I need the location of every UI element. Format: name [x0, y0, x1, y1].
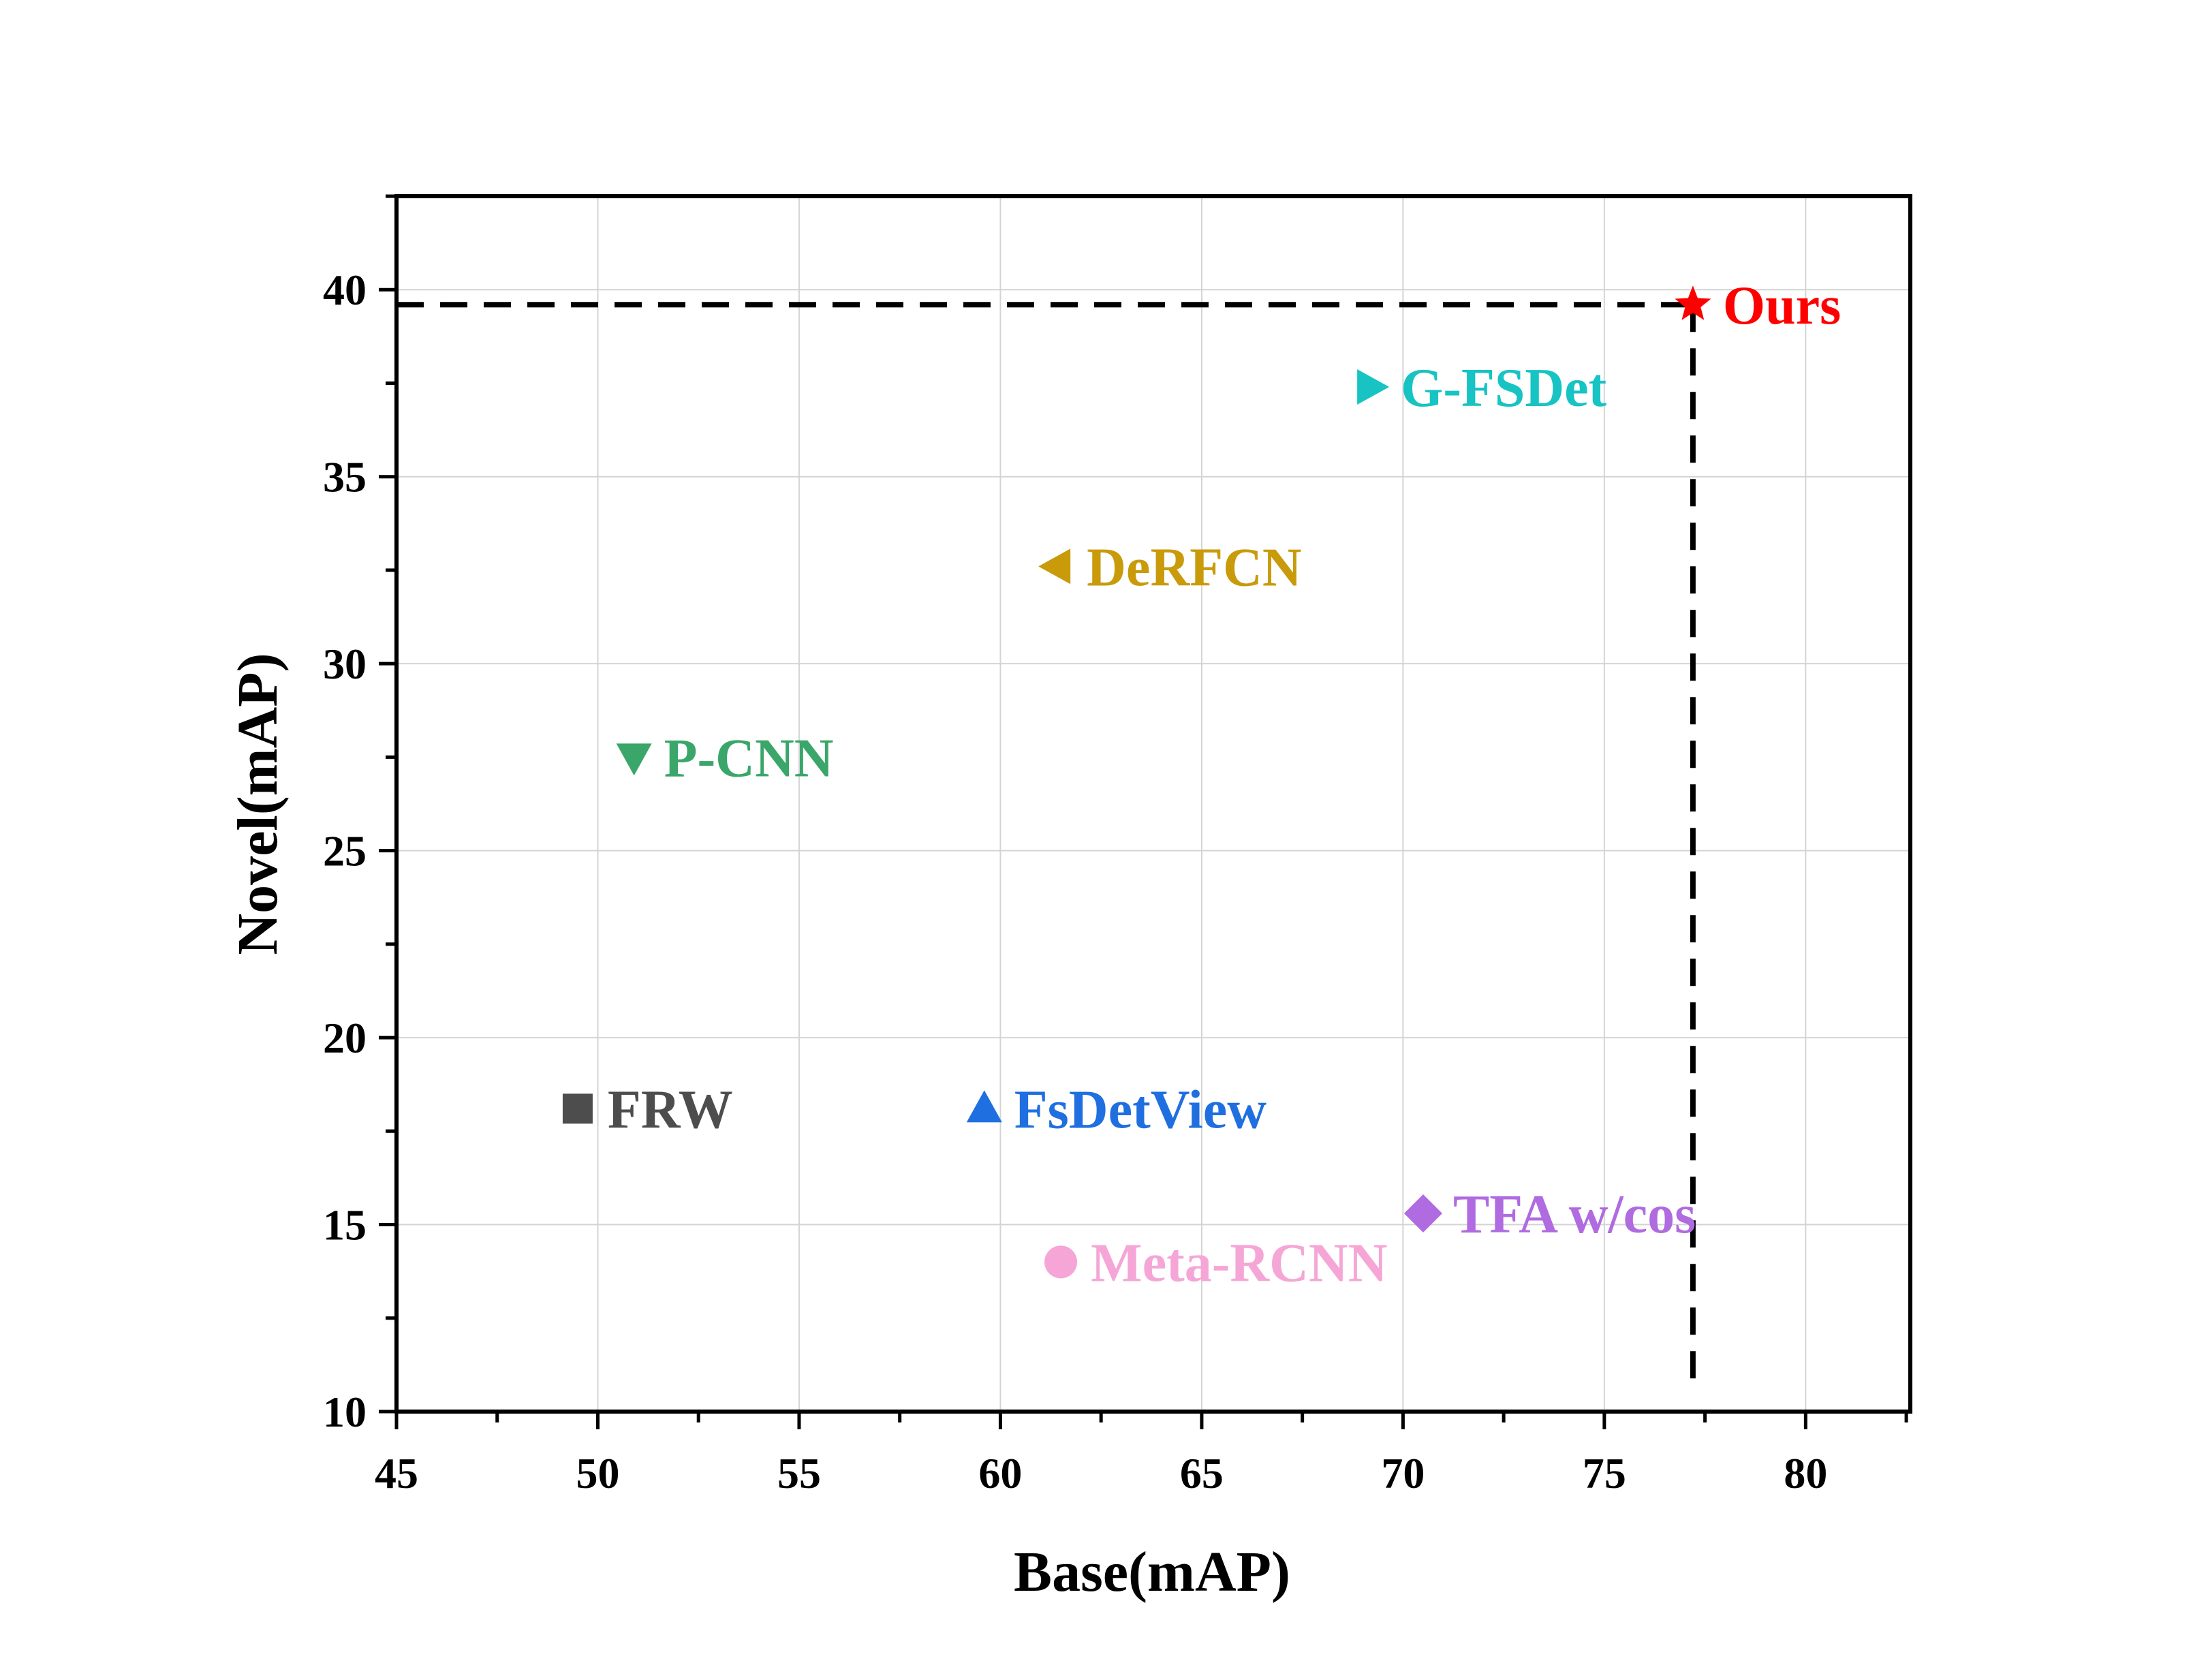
- y-tick-label: 35: [323, 453, 367, 501]
- marker-star: [1675, 285, 1711, 320]
- point-label: G-FSDet: [1401, 358, 1607, 418]
- y-tick-label: 10: [323, 1388, 367, 1436]
- data-point: Ours: [1675, 276, 1841, 336]
- marker-triangle-left: [1038, 548, 1071, 585]
- reference-lines: [397, 302, 1696, 1383]
- data-point: P-CNN: [616, 728, 834, 788]
- point-label: FRW: [608, 1080, 733, 1140]
- marker-triangle-right: [1357, 369, 1390, 405]
- x-tick-label: 80: [1784, 1449, 1827, 1497]
- point-label: TFA w/cos: [1453, 1185, 1696, 1245]
- point-label: P-CNN: [664, 728, 834, 788]
- point-label: DeRFCN: [1087, 538, 1301, 597]
- data-point: TFA w/cos: [1403, 1185, 1696, 1245]
- data-point: FRW: [562, 1080, 733, 1140]
- marker-circle: [1044, 1245, 1078, 1279]
- y-tick-label: 25: [323, 827, 367, 875]
- plot-frame: [394, 194, 1912, 1414]
- y-tick-label: 30: [323, 640, 367, 688]
- data-point: FsDetView: [966, 1080, 1267, 1140]
- y-tick-label: 15: [323, 1201, 367, 1249]
- point-label: Ours: [1723, 276, 1841, 336]
- x-tick-label: 50: [576, 1449, 619, 1497]
- marker-triangle-down: [616, 743, 652, 776]
- x-tick-label: 65: [1180, 1449, 1224, 1497]
- data-points: FRW FsDetView Meta-RCNN TFA w/cos P-CNN DeRFC…: [562, 276, 1841, 1293]
- grid: [397, 196, 1910, 1412]
- point-label: FsDetView: [1014, 1080, 1267, 1140]
- marker-square: [562, 1093, 593, 1124]
- x-tick-label: 75: [1583, 1449, 1626, 1497]
- data-point: Meta-RCNN: [1044, 1233, 1387, 1293]
- x-tick-label: 70: [1381, 1449, 1425, 1497]
- data-point: DeRFCN: [1038, 538, 1302, 597]
- marker-diamond: [1403, 1194, 1442, 1233]
- point-label: Meta-RCNN: [1091, 1233, 1387, 1293]
- y-tick-label: 40: [323, 266, 367, 314]
- ticks: 45 50 55 60 65 70 75 80 10 15 20 25 30 35 40: [323, 194, 1908, 1497]
- y-tick-label: 20: [323, 1014, 367, 1062]
- x-tick-label: 45: [375, 1449, 418, 1497]
- x-tick-label: 60: [978, 1449, 1022, 1497]
- marker-triangle-up: [966, 1090, 1002, 1123]
- data-point: G-FSDet: [1357, 358, 1607, 418]
- axes: [394, 194, 1912, 1414]
- x-tick-label: 55: [777, 1449, 821, 1497]
- y-axis-label: Novel(mAP): [226, 653, 290, 954]
- x-axis-label: Base(mAP): [1014, 1540, 1290, 1604]
